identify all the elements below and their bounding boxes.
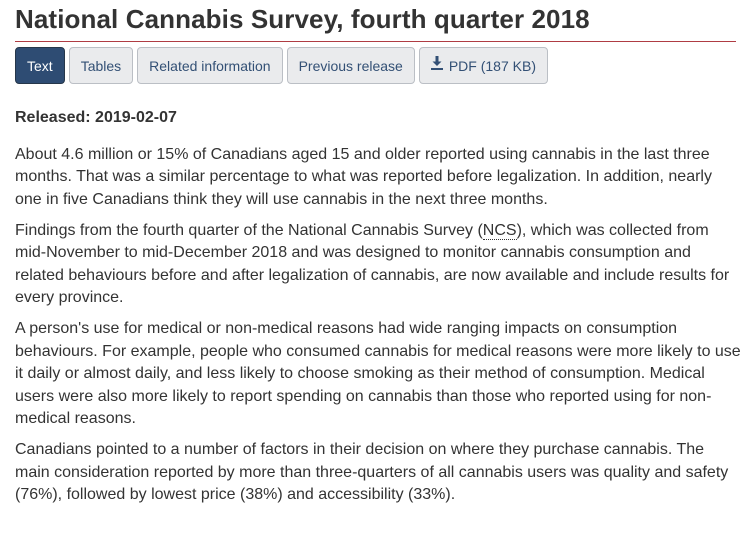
download-icon (430, 55, 443, 70)
tab-pdf-label: PDF (187 KB) (448, 57, 536, 74)
release-tabs: Text Tables Related information Previous… (15, 47, 548, 84)
tab-previous-release[interactable]: Previous release (286, 47, 415, 84)
paragraph-2-text-start: Findings from the fourth quarter of the … (15, 221, 483, 239)
release-date: 2019-02-07 (95, 109, 177, 126)
paragraph-4: Canadians pointed to a number of factors… (15, 441, 729, 503)
tab-text-label: Text (27, 57, 53, 74)
paragraph-2-text-end: ), which was collected from mid-November… (15, 221, 730, 307)
tab-tables[interactable]: Tables (68, 47, 134, 84)
tab-related-information-label: Related information (149, 57, 271, 74)
ncs-abbreviation[interactable]: NCS (482, 221, 517, 240)
tab-text[interactable]: Text (15, 47, 65, 84)
paragraph-3: A person's use for medical or non-medica… (15, 320, 741, 427)
paragraph-2: Findings from the fourth quarter of the … (15, 220, 741, 310)
tab-related-information[interactable]: Related information (137, 47, 283, 84)
tab-pdf-download[interactable]: PDF (187 KB) (418, 47, 548, 84)
paragraph-1: About 4.6 million or 15% of Canadians ag… (15, 145, 712, 208)
tab-previous-release-label: Previous release (298, 57, 403, 74)
title-divider (15, 41, 736, 42)
release-date-line: Released: 2019-02-07 (15, 107, 741, 130)
page-title: National Cannabis Survey, fourth quarter… (15, 4, 590, 34)
release-body: Released: 2019-02-07 About 4.6 million o… (15, 107, 741, 515)
release-date-label: Released: (15, 109, 91, 126)
tab-tables-label: Tables (80, 57, 122, 74)
